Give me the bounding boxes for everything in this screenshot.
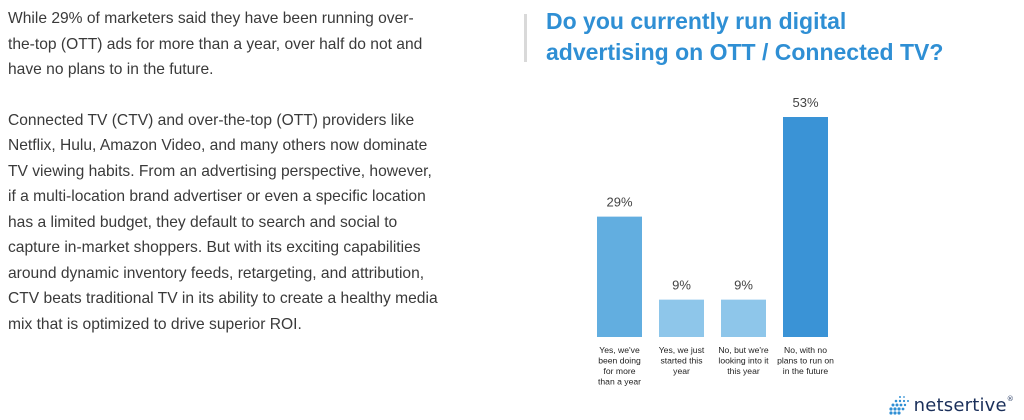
value-label-2: 9% xyxy=(672,278,691,293)
chart-title: Do you currently run digital advertising… xyxy=(546,6,1006,68)
article-text: While 29% of marketers said they have be… xyxy=(8,6,440,362)
value-label-4: 53% xyxy=(792,95,818,110)
value-label-3: 9% xyxy=(734,278,753,293)
category-label-1: Yes, we've been doing for more than a year xyxy=(598,345,641,387)
brand-name: netsertive xyxy=(913,395,1007,416)
value-label-1: 29% xyxy=(606,195,632,210)
category-label-2: Yes, we just started this year xyxy=(659,345,705,376)
netsertive-logo-icon xyxy=(889,396,909,415)
netsertive-logo-text: netsertive® xyxy=(914,395,1014,416)
brand-trademark: ® xyxy=(1006,395,1014,403)
title-divider xyxy=(524,14,527,62)
article-paragraph-2: Connected TV (CTV) and over-the-top (OTT… xyxy=(8,111,438,333)
bar-1 xyxy=(597,216,642,337)
category-label-4: No, with no plans to run on in the future xyxy=(777,345,834,376)
netsertive-logo: netsertive® xyxy=(888,390,1014,416)
chart-title-line-1: Do you currently run digital xyxy=(546,8,847,34)
category-label-3: No, but we're looking into it this year xyxy=(718,345,769,376)
article-paragraph-1: While 29% of marketers said they have be… xyxy=(8,10,423,78)
bar-2 xyxy=(659,299,704,337)
bar-3 xyxy=(721,299,766,337)
chart-title-line-2: advertising on OTT / Connected TV? xyxy=(546,39,944,65)
bar-4 xyxy=(783,117,828,337)
